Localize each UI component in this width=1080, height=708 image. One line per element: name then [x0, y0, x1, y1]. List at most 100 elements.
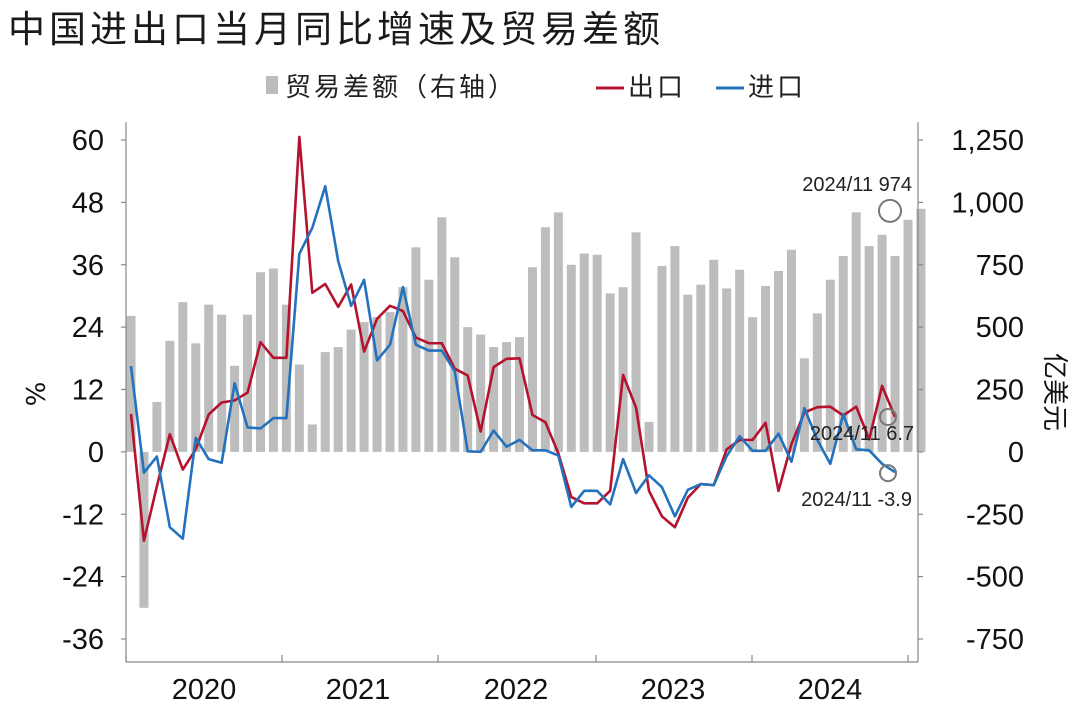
balance-bar [851, 212, 861, 452]
left-tick-label: -36 [62, 624, 104, 656]
balance-bar [527, 267, 537, 452]
balance-bar [243, 314, 253, 452]
balance-bar [877, 234, 887, 452]
x-tick-label: 2024 [798, 674, 863, 706]
left-tick-label: 12 [72, 375, 104, 407]
left-tick-label: 0 [88, 437, 104, 469]
right-tick-label: 500 [976, 312, 1024, 344]
balance-bar [825, 279, 835, 452]
right-tick-label: -250 [966, 499, 1024, 531]
balance-bar [424, 279, 434, 452]
balance-bar [333, 347, 343, 452]
balance-bar [903, 219, 913, 452]
balance-bar [502, 342, 512, 452]
balance-bar [294, 364, 304, 452]
balance-bar [126, 315, 136, 452]
left-tick-label: 48 [72, 187, 104, 219]
balance-bar [437, 217, 447, 452]
balance-bar [683, 294, 693, 452]
left-tick-label: 60 [72, 125, 104, 157]
lines [129, 135, 897, 543]
balance-bar [579, 253, 589, 452]
annotation-label: 2024/11 -3.9 [801, 489, 912, 511]
legend-balance-swatch [266, 76, 278, 94]
balance-bar [476, 334, 486, 452]
balance-bar [359, 322, 369, 452]
balance-bar [735, 269, 745, 452]
balance-bar [230, 365, 240, 452]
balance-bar [657, 266, 667, 452]
balance-bar [450, 257, 460, 452]
balance-bar [799, 358, 809, 452]
right-tick-label: 750 [976, 250, 1024, 282]
balance-bar [178, 302, 188, 452]
left-tick-label: -12 [62, 499, 104, 531]
balance-bar [916, 208, 926, 452]
balance-bar [540, 227, 550, 452]
balance-bar [631, 232, 641, 452]
x-tick-label: 2020 [172, 674, 237, 706]
balance-bar [566, 264, 576, 452]
balance-bar [890, 256, 900, 452]
balance-bar [281, 304, 291, 452]
balance-bar [774, 270, 783, 452]
x-tick-label: 2022 [484, 674, 549, 706]
chart-title: 中国进出口当月同比增速及贸易差额 [8, 8, 664, 51]
balance-bar [152, 401, 162, 452]
balance-bar [268, 268, 278, 452]
balance-bar [592, 254, 602, 452]
balance-bar [709, 259, 719, 452]
annotations: 2024/11 974 2024/11 6.7 2024/11 -3.9 [801, 174, 914, 511]
balance-bars [126, 208, 926, 608]
balance-bar [644, 421, 654, 452]
balance-bar [398, 287, 408, 452]
balance-bar [670, 246, 680, 452]
balance-bar [191, 343, 201, 452]
export-line [129, 135, 897, 543]
balance-bar [346, 329, 356, 452]
balance-bar [463, 327, 473, 452]
left-axis-title: % [19, 382, 49, 407]
balance-bar [256, 272, 265, 452]
balance-bar [320, 352, 330, 452]
right-tick-label: 0 [1008, 437, 1024, 469]
balance-bar [696, 284, 706, 452]
balance-bar [515, 337, 524, 452]
balance-bar [204, 304, 214, 452]
left-tick-label: -24 [62, 562, 104, 594]
balance-bar [489, 347, 499, 452]
import-line [129, 184, 896, 540]
annotation-marker [878, 198, 902, 223]
annotation-label: 2024/11 974 [802, 174, 912, 196]
balance-bar [618, 287, 628, 452]
right-tick-label: 1,250 [951, 125, 1024, 157]
right-tick-label: -750 [966, 624, 1024, 656]
balance-bar [748, 317, 758, 452]
legend: 贸易差额（右轴） 出口 进口 [266, 73, 806, 103]
balance-bar [838, 256, 848, 452]
balance-bar [761, 285, 771, 452]
right-tick-label: 250 [976, 375, 1024, 407]
right-tick-label: 1,000 [951, 187, 1024, 219]
annotation-marker [879, 464, 897, 483]
axes: 60 48 36 24 12 0 -12 -24 -36 1,250 1,000 750 500 250 0… [62, 122, 1024, 706]
balance-bar [722, 288, 732, 452]
balance-bar [605, 293, 615, 452]
balance-bar [307, 424, 317, 452]
balance-bar [165, 340, 175, 452]
legend-import-label: 进口 [748, 73, 806, 103]
legend-balance-label: 贸易差额（右轴） [285, 73, 517, 103]
left-tick-label: 36 [72, 250, 104, 282]
balance-bar [372, 317, 382, 452]
balance-bar [217, 314, 227, 452]
annotation-marker [879, 408, 897, 427]
balance-bar [864, 246, 874, 452]
balance-bar [812, 313, 822, 452]
balance-bar [385, 312, 395, 452]
annotation-label: 2024/11 6.7 [810, 423, 914, 445]
x-tick-label: 2021 [326, 674, 391, 706]
right-axis-title: 亿美元 [1039, 353, 1069, 431]
x-tick-label: 2023 [641, 674, 706, 706]
balance-bar [786, 249, 796, 452]
